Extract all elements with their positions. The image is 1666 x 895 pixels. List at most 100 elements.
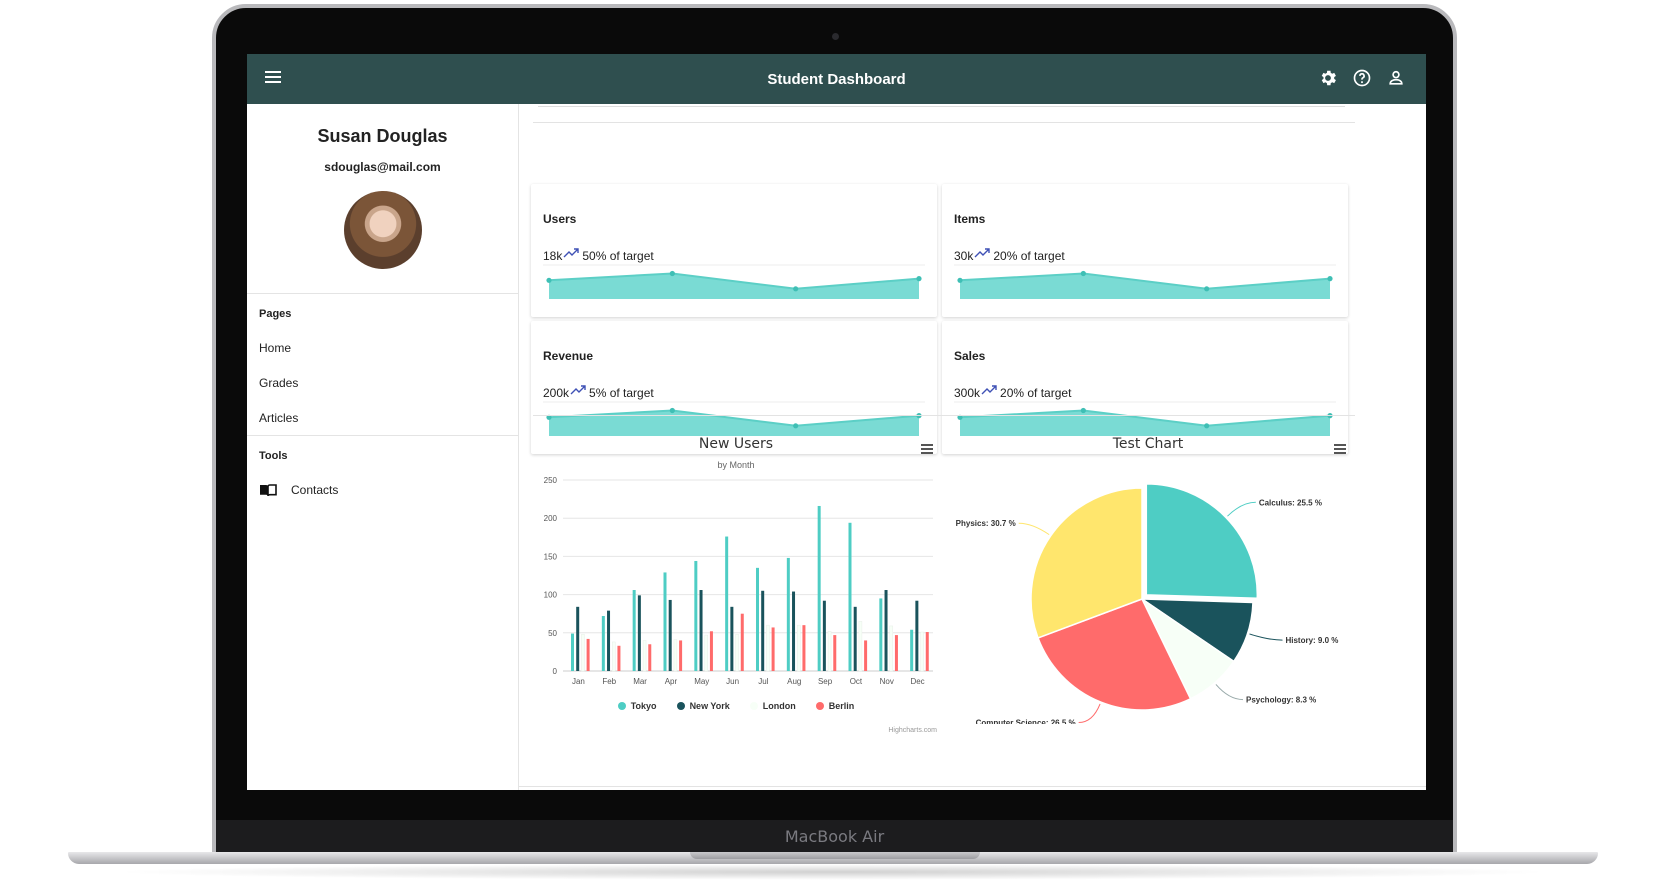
legend-item-berlin[interactable]: Berlin	[815, 701, 854, 711]
x-tick-label: May	[694, 677, 709, 686]
bar	[894, 635, 898, 671]
bar	[761, 590, 765, 671]
legend-item-new-york[interactable]: New York	[676, 701, 730, 711]
bar	[617, 645, 621, 671]
bar	[694, 560, 698, 671]
bar	[858, 621, 863, 672]
stat-title: Revenue	[543, 349, 594, 363]
chart-title: New Users	[698, 436, 774, 452]
sparkline-point	[1080, 407, 1086, 414]
x-tick-label: Jul	[758, 677, 768, 686]
chart-subtitle: by Month	[717, 460, 755, 470]
laptop-chin: MacBook Air	[216, 820, 1453, 852]
help-icon[interactable]	[1352, 68, 1372, 88]
menu-icon[interactable]	[265, 71, 281, 85]
chart-credit[interactable]: Highcharts.com	[888, 727, 937, 734]
bar	[864, 640, 868, 671]
sparkline-line	[959, 409, 1331, 427]
pie-label: Calculus: 25.5 %	[1259, 498, 1322, 507]
laptop-shadow	[110, 864, 1556, 880]
y-tick-label: 200	[544, 514, 558, 523]
sparkline-point	[916, 276, 922, 282]
divider	[538, 104, 1345, 107]
avatar	[343, 191, 422, 269]
bar	[766, 624, 770, 672]
x-tick-label: Oct	[850, 677, 863, 686]
bar	[607, 610, 611, 671]
legend-label: Tokyo	[630, 701, 657, 711]
sparkline-point	[957, 414, 963, 420]
bar	[699, 590, 703, 671]
trending-up-icon	[563, 248, 580, 258]
bar	[817, 505, 821, 671]
main-content: Users 18k 50% of target Items 30k 20% of…	[519, 104, 1426, 790]
sparkline	[954, 264, 1336, 299]
pie-slice	[1145, 483, 1259, 600]
pie-slice	[1037, 598, 1192, 711]
stat-title: Sales	[954, 349, 986, 363]
sparkline-point	[546, 414, 552, 420]
account-icon[interactable]	[1386, 68, 1406, 88]
pages-section-title: Pages	[259, 308, 292, 320]
x-tick-label: Jun	[726, 677, 739, 686]
screen: Student Dashboard Susan Douglas sdouglas…	[247, 54, 1426, 790]
stat-line: 30k 20% of target	[954, 247, 1065, 263]
bar	[648, 644, 652, 671]
sidebar-item-grades[interactable]: Grades	[247, 365, 518, 400]
divider	[533, 415, 1355, 416]
stat-target: 20% of target	[993, 249, 1065, 263]
pie-connector	[1018, 522, 1050, 536]
chart-menu-icon[interactable]	[921, 444, 933, 454]
stat-value: 300k	[954, 386, 981, 400]
settings-gear-icon[interactable]	[1318, 68, 1338, 88]
bar	[668, 599, 672, 671]
bar	[889, 625, 893, 672]
sparkline-line	[548, 409, 920, 427]
bar	[601, 615, 605, 671]
sparkline-point	[793, 423, 799, 429]
sidebar: Susan Douglas sdouglas@mail.com Pages Ho…	[247, 104, 519, 790]
sparkline-line	[548, 272, 920, 290]
pie-connector	[1215, 684, 1244, 701]
stat-target: 50% of target	[582, 249, 654, 263]
sparkline-line	[959, 272, 1331, 290]
bar	[802, 625, 806, 671]
top-bar: Student Dashboard	[247, 54, 1426, 104]
bar	[581, 634, 585, 672]
x-tick-label: Sep	[818, 677, 833, 686]
y-tick-label: 250	[544, 476, 558, 485]
stat-value: 200k	[543, 386, 570, 400]
sparkline-area	[549, 273, 919, 299]
pie-label: Psychology: 8.3 %	[1246, 696, 1316, 705]
sparkline	[543, 401, 925, 436]
sidebar-item-label: Grades	[259, 375, 299, 390]
legend-item-london[interactable]: London	[749, 701, 796, 711]
y-tick-label: 150	[544, 552, 558, 561]
bar	[571, 633, 574, 671]
sidebar-item-articles[interactable]: Articles	[247, 400, 518, 435]
stat-title: Users	[543, 212, 577, 226]
chart-menu-icon[interactable]	[1334, 444, 1346, 454]
bar	[725, 536, 729, 671]
sidebar-item-home[interactable]: Home	[247, 330, 518, 365]
sparkline-point	[957, 277, 963, 283]
bar	[771, 627, 775, 671]
chart-legend: Tokyo New York London Berlin	[531, 701, 941, 711]
bar	[679, 640, 683, 671]
bar	[740, 613, 744, 671]
bar	[642, 640, 647, 672]
bar	[632, 590, 636, 671]
bar	[756, 567, 759, 671]
legend-item-tokyo[interactable]: Tokyo	[617, 701, 657, 711]
bar	[796, 624, 801, 672]
pie-connector	[1227, 501, 1256, 517]
sparkline-point	[1204, 286, 1210, 292]
stat-line: 18k 50% of target	[543, 247, 654, 263]
book-open-icon	[260, 483, 277, 496]
sidebar-item-contacts[interactable]: Contacts	[247, 472, 518, 507]
x-tick-label: Feb	[602, 677, 616, 686]
pie-label: Computer Science: 26.5 %	[976, 719, 1076, 724]
bar	[879, 598, 883, 671]
pie-chart-plot: Calculus: 25.5 % History: 9.0 % Psychology…	[956, 483, 1338, 724]
stat-target: 5% of target	[589, 386, 654, 400]
